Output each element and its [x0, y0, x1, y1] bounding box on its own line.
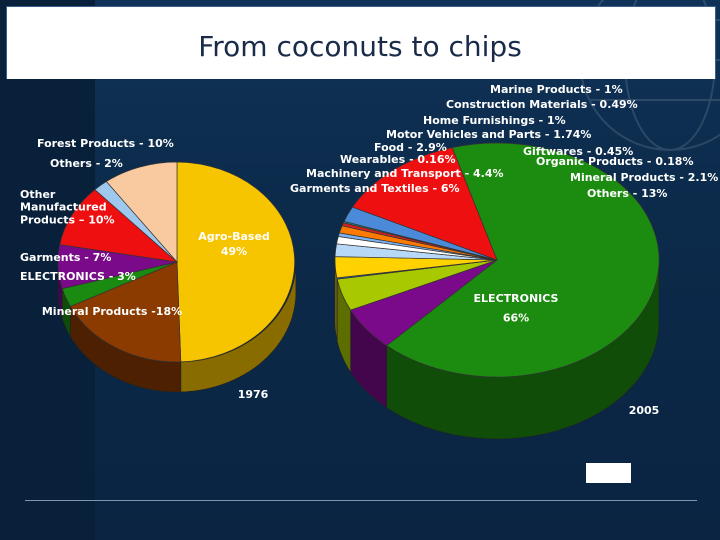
slice-label: Other Manufactured Products – 10% — [20, 188, 115, 226]
slice-label: Agro-Based 49% — [198, 230, 270, 258]
slice-label: Food - 2.9% — [374, 141, 447, 154]
pie-slice — [59, 189, 179, 263]
slice-label: ELECTRONICS 66% — [474, 292, 559, 325]
slice-label: Forest Products - 10% — [37, 137, 174, 150]
pie-slice — [351, 147, 498, 261]
slice-label: Mineral Products -18% — [42, 305, 182, 318]
slice-label: Others - 2% — [50, 157, 123, 170]
slice-label: Giftwares - 0.45% — [523, 145, 633, 158]
title-panel — [6, 6, 716, 79]
pie-slice — [69, 261, 182, 363]
slice-label: Home Furnishings - 1% — [423, 114, 566, 127]
pie-slice — [105, 161, 178, 263]
slice-label: Motor Vehicles and Parts - 1.74% — [386, 128, 591, 141]
slice-label: Construction Materials - 0.49% — [446, 98, 638, 111]
pie-chart-1976: Agro-Based 49% Mineral Products -18% ELECTR… — [20, 137, 297, 401]
slice-label: Garments and Textiles - 6% — [290, 182, 460, 195]
footer-block — [586, 463, 631, 483]
slice-label: Wearables - 0.16% — [340, 153, 456, 166]
slice-label: Mineral Products - 2.1% — [570, 171, 718, 184]
slice-label: Garments - 7% — [20, 251, 111, 264]
slice-label: Others - 13% — [587, 187, 667, 200]
pie-slice — [386, 142, 660, 378]
slice-label: Machinery and Transport - 4.4% — [306, 167, 504, 180]
slide-title: From coconuts to chips — [198, 30, 522, 63]
pie-slice — [176, 161, 295, 363]
chart-year-label: 2005 — [629, 404, 660, 417]
pie-chart-2005: ELECTRONICS 66% Garments and Textiles - 6%… — [290, 83, 718, 440]
slice-label: ELECTRONICS - 3% — [20, 270, 136, 283]
slice-label: Marine Products - 1% — [490, 83, 623, 96]
footer-divider — [25, 500, 697, 501]
slice-label: Organic Products - 0.18% — [536, 155, 694, 168]
chart-year-label: 1976 — [238, 388, 269, 401]
